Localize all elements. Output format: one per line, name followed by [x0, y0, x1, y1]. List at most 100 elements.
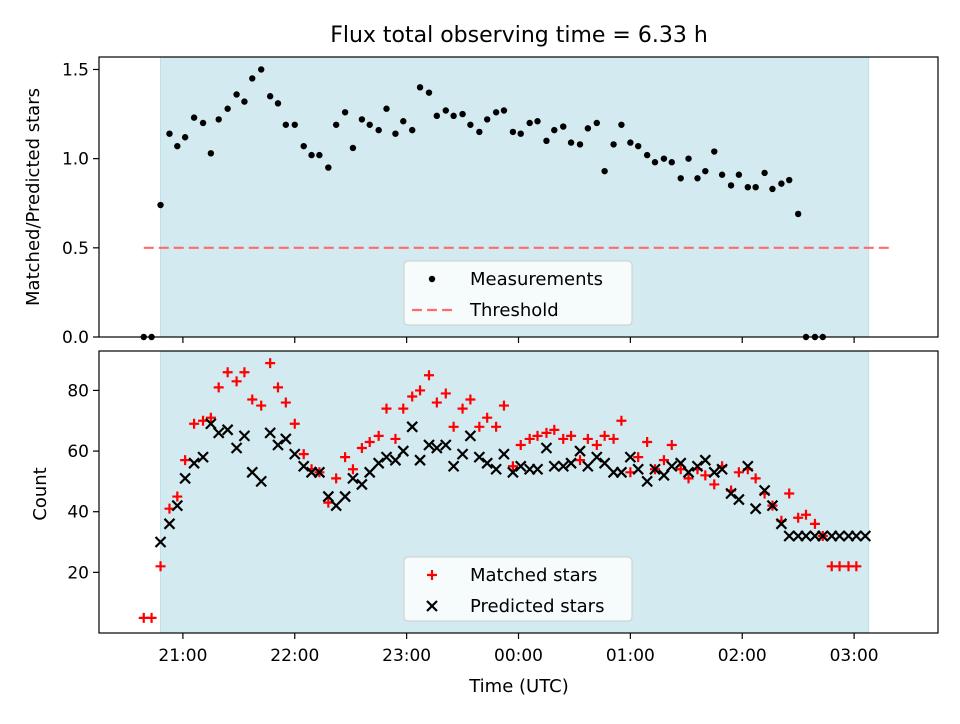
measurement-point — [233, 91, 240, 98]
measurement-point — [526, 119, 533, 127]
measurement-point — [576, 141, 584, 148]
matched-star-point — [733, 467, 744, 478]
predicted-star-point — [624, 451, 637, 463]
matched-star-point — [347, 464, 358, 475]
measurement-point — [400, 118, 407, 125]
predicted-star-point — [498, 448, 510, 460]
x-tick-label: 21:00 — [158, 646, 207, 666]
bottom-y-tick-label: 20 — [67, 563, 89, 583]
measurement-point — [476, 128, 483, 136]
predicted-star-point — [221, 424, 234, 436]
predicted-star-point — [255, 475, 267, 488]
measurement-point — [560, 123, 567, 130]
predicted-star-point — [725, 487, 737, 500]
matched-star-point — [491, 421, 502, 432]
predicted-star-point — [665, 460, 678, 473]
predicted-star-point — [649, 463, 661, 476]
predicted-star-point — [783, 530, 795, 542]
measurement-point — [711, 148, 718, 155]
predicted-star-point — [188, 457, 200, 469]
predicted-star-point — [406, 421, 419, 433]
measurement-point — [668, 159, 675, 166]
matched-star-point — [146, 612, 157, 623]
y-axis-label-top: Matched/Predicted stars — [23, 88, 44, 306]
matched-star-point — [515, 440, 526, 450]
measurement-point — [392, 130, 399, 137]
matched-star-point — [398, 403, 409, 414]
matched-star-point — [381, 403, 392, 414]
measurement-point — [601, 167, 608, 175]
matched-star-point — [331, 473, 342, 484]
matched-star-point — [834, 561, 845, 572]
measurement-point — [383, 105, 390, 112]
matched-star-point — [247, 394, 258, 405]
predicted-star-point — [758, 484, 771, 497]
matched-star-point — [558, 433, 569, 444]
measurement-point — [727, 182, 735, 189]
matched-star-point — [658, 455, 669, 466]
matched-star-point — [407, 391, 418, 402]
predicted-star-point — [833, 530, 846, 542]
matched-star-point — [222, 367, 233, 378]
predicted-star-point — [800, 530, 812, 542]
predicted-star-point — [691, 460, 704, 473]
predicted-star-point — [339, 490, 351, 503]
predicted-star-point — [440, 439, 452, 451]
matched-star-point — [642, 436, 653, 447]
matched-star-point — [591, 440, 602, 450]
legend-box — [403, 260, 633, 326]
measurement-point — [500, 107, 508, 114]
predicted-star-point — [154, 536, 167, 548]
matched-star-point — [298, 449, 309, 460]
predicted-star-point — [179, 472, 191, 485]
matched-star-point — [356, 443, 367, 454]
predicted-star-point — [716, 463, 728, 476]
predicted-star-point — [246, 466, 259, 479]
measurement-point — [643, 151, 651, 159]
matched-star-point — [155, 561, 166, 572]
measurement-point — [341, 109, 349, 116]
matched-star-point — [809, 518, 820, 529]
measurement-point — [778, 180, 785, 187]
matched-star-point — [800, 509, 811, 520]
measurement-point — [735, 171, 743, 178]
predicted-star-point — [197, 451, 209, 463]
predicted-star-point — [431, 442, 443, 454]
matched-star-point — [180, 455, 191, 466]
predicted-star-point — [507, 466, 519, 479]
measurement-point — [627, 139, 634, 146]
predicted-star-point — [414, 454, 426, 466]
matched-star-point — [575, 455, 586, 466]
measurement-point — [241, 98, 248, 105]
measurement-point — [409, 126, 416, 134]
predicted-star-point — [230, 442, 243, 454]
measurement-point — [282, 121, 290, 128]
measurement-point — [332, 121, 340, 128]
measurement-point — [509, 128, 517, 136]
measurement-point — [718, 171, 726, 178]
measurement-point — [459, 110, 466, 118]
predicted-star-point — [205, 417, 217, 430]
measurement-point — [685, 155, 692, 162]
legend-marker-matched — [427, 570, 437, 580]
top-y-tick-label: 0.0 — [62, 328, 89, 348]
measurement-point — [366, 121, 373, 128]
measurement-point — [794, 210, 802, 218]
matched-star-point — [608, 433, 619, 444]
measurement-point — [349, 144, 357, 152]
predicted-star-point — [163, 518, 176, 530]
matched-star-point — [793, 512, 804, 523]
measurement-point — [660, 155, 668, 162]
predicted-star-point — [548, 460, 561, 473]
y-axis-label-bottom: Count — [30, 467, 51, 520]
measurement-point — [325, 164, 332, 171]
legend-label: Matched stars — [470, 565, 597, 586]
matched-star-point — [231, 376, 242, 387]
measurement-point — [266, 93, 274, 100]
predicted-star-point — [733, 493, 745, 506]
predicted-star-point — [380, 451, 393, 463]
measurement-point — [534, 118, 541, 125]
measurement-point — [190, 114, 198, 121]
matched-star-point — [373, 430, 384, 441]
measurement-point — [249, 75, 256, 82]
